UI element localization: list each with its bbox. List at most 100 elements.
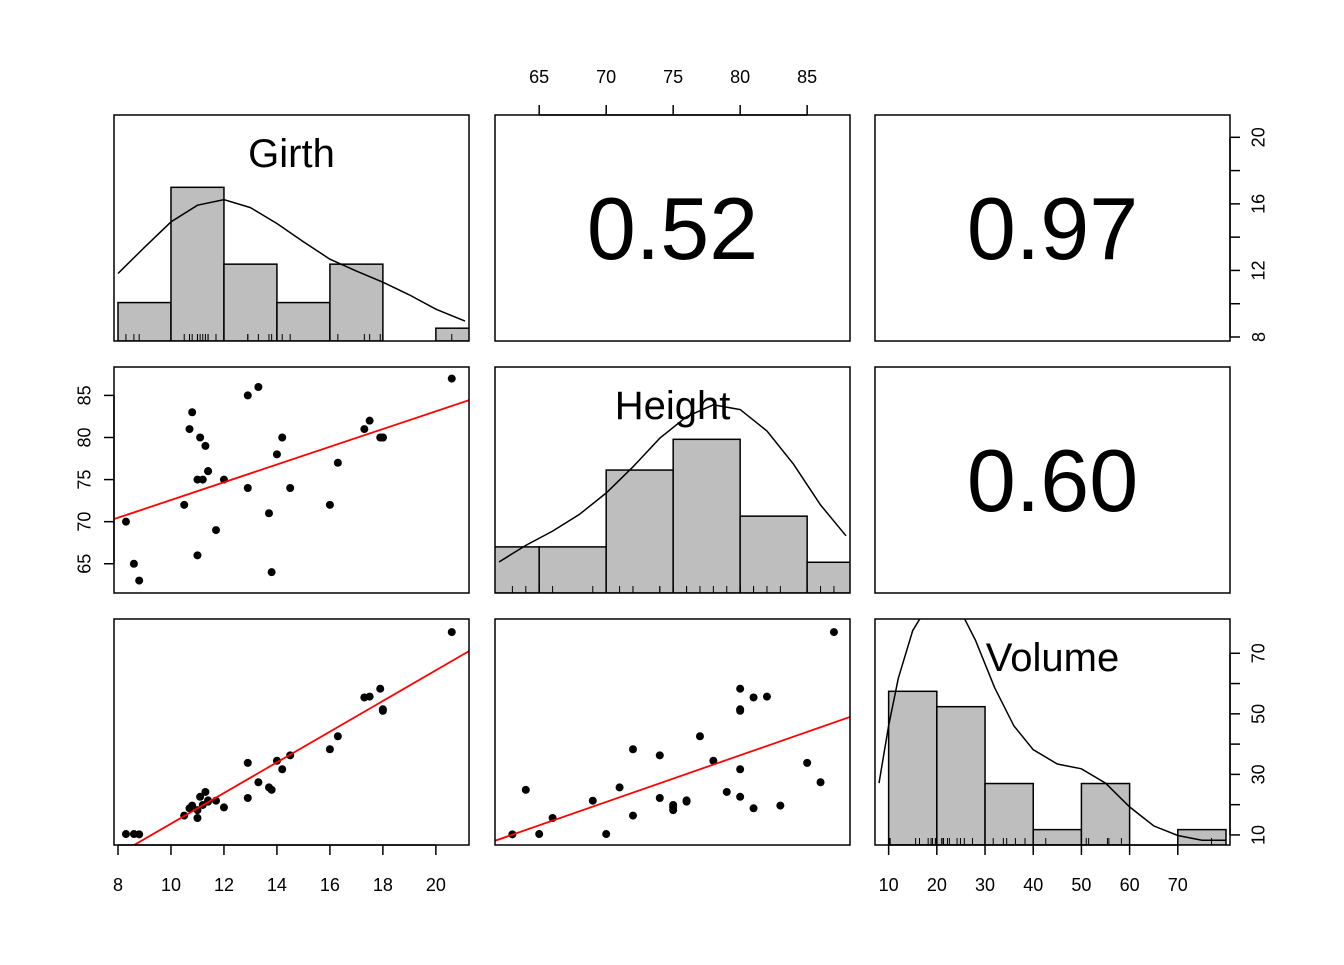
variable-name-volume: Volume: [986, 636, 1119, 680]
scatter-point: [669, 803, 678, 812]
scatter-point: [776, 801, 785, 810]
tick-label: 70: [1168, 875, 1188, 895]
y-axis-right-girth: 8 12 16 20: [1229, 127, 1269, 342]
x-axis-girth: 8 10 12 14 16 18 20: [113, 844, 446, 895]
scatter-point: [378, 706, 387, 715]
y-axis-height: 65 70 75 80 85: [75, 385, 115, 574]
panel-frame: [494, 618, 851, 846]
panel-frame: [113, 114, 470, 342]
histogram-bar: [739, 515, 808, 593]
scatter-point: [378, 433, 387, 442]
y-axis-right-volume: 10 30 50 70: [1229, 643, 1269, 845]
scatter-point: [135, 576, 144, 585]
tick-label: 12: [1249, 260, 1269, 280]
panel-frame: [494, 366, 851, 594]
scatter-point: [447, 374, 456, 383]
histogram-bar: [984, 782, 1034, 845]
histogram-bar: [170, 186, 225, 341]
scatter-point: [521, 785, 530, 794]
tick-label: 70: [596, 67, 616, 87]
tick-label: 75: [663, 67, 683, 87]
panel-frame: [113, 618, 470, 846]
scatter-panel-height-volume: [495, 628, 850, 842]
scatter-point: [243, 483, 252, 492]
scatter-point: [254, 382, 263, 391]
tick-label: 8: [113, 875, 123, 895]
panel-frame: [874, 366, 1231, 594]
scatter-point: [272, 450, 281, 459]
scatter-point: [212, 526, 221, 535]
tick-label: 65: [529, 67, 549, 87]
scatter-point: [829, 628, 838, 637]
tick-label: 60: [1120, 875, 1140, 895]
scatter-point: [180, 500, 189, 509]
tick-label: 80: [730, 67, 750, 87]
tick-label: 50: [1249, 704, 1269, 724]
histogram-bar: [887, 690, 938, 845]
tick-label: 85: [797, 67, 817, 87]
scatter-point: [803, 758, 812, 767]
regression-line: [495, 716, 850, 842]
histogram-bar: [538, 546, 607, 593]
tick-label: 70: [75, 512, 95, 532]
histogram-bar: [329, 263, 384, 341]
scatter-point: [682, 796, 691, 805]
tick-label: 16: [1249, 194, 1269, 214]
histogram-bar: [223, 263, 278, 341]
correlation-value: 0.60: [967, 431, 1138, 530]
scatter-point: [588, 796, 597, 805]
scatter-point: [196, 433, 205, 442]
scatter-point: [129, 559, 138, 568]
tick-label: 30: [1249, 764, 1269, 784]
scatter-point: [254, 778, 263, 787]
scatter-point: [325, 500, 334, 509]
tick-label: 10: [161, 875, 181, 895]
scatter-point: [695, 732, 704, 741]
scatter-point: [615, 783, 624, 792]
correlation-value: 0.52: [587, 179, 758, 278]
scatter-panel-girth-volume: [121, 628, 469, 845]
scatter-point: [655, 751, 664, 760]
scatter-point: [762, 692, 771, 701]
histogram-bar: [1177, 828, 1227, 845]
tick-label: 18: [373, 875, 393, 895]
histogram-bar: [495, 546, 540, 593]
scatter-point: [722, 787, 731, 796]
histogram-bar: [936, 705, 986, 845]
variable-name-girth: Girth: [248, 132, 335, 176]
scatter-point: [333, 732, 342, 741]
scatter-point: [193, 813, 202, 822]
scatter-point: [243, 794, 252, 803]
scatter-point: [447, 628, 456, 637]
tick-label: 70: [1249, 643, 1269, 663]
tick-label: 20: [426, 875, 446, 895]
scatter-point: [325, 745, 334, 754]
tick-label: 50: [1071, 875, 1091, 895]
scatter-point: [736, 684, 745, 693]
correlation-value: 0.97: [967, 179, 1138, 278]
scatter-point: [188, 408, 197, 417]
panel-frame: [113, 366, 470, 594]
scatter-point: [188, 801, 197, 810]
scatter-point: [204, 467, 213, 476]
tick-label: 10: [1249, 825, 1269, 845]
scatter-point: [655, 794, 664, 803]
regression-line: [114, 399, 469, 521]
histogram-bar: [605, 469, 674, 593]
histogram-panel-girth: [117, 186, 469, 341]
scatter-point: [267, 568, 276, 577]
density-curve: [117, 198, 466, 322]
scatter-point: [201, 787, 210, 796]
scatter-point: [278, 765, 287, 774]
tick-label: 65: [75, 554, 95, 574]
scatter-point: [749, 804, 758, 813]
scatter-point: [365, 416, 374, 425]
scatter-point: [736, 765, 745, 774]
tick-label: 14: [267, 875, 287, 895]
scatter-point: [243, 758, 252, 767]
tick-label: 8: [1249, 332, 1269, 342]
tick-label: 40: [1023, 875, 1043, 895]
scatter-point: [360, 425, 369, 434]
